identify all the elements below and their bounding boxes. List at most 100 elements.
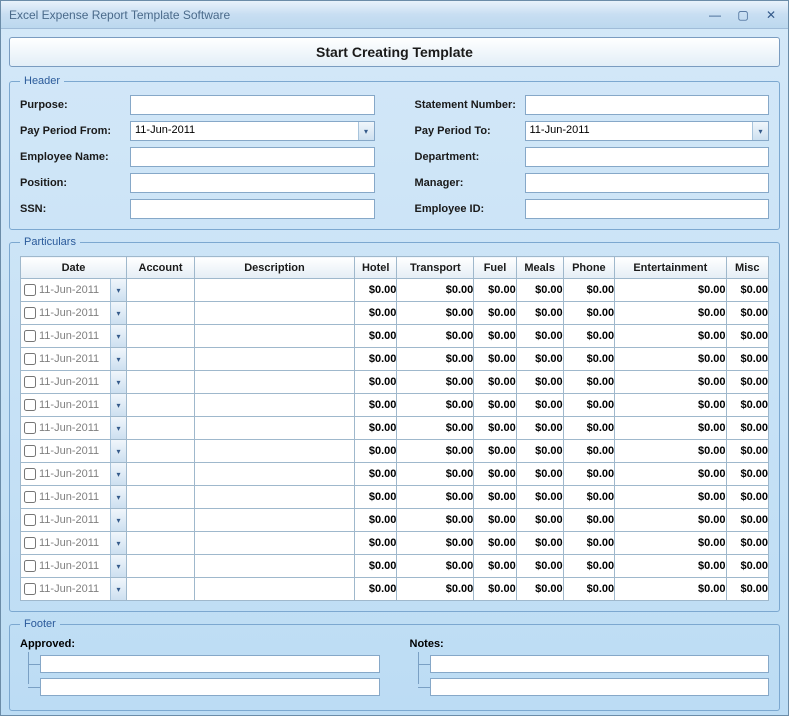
row-checkbox[interactable] [24,491,36,503]
amount-cell[interactable]: $0.00 [726,555,768,578]
row-checkbox[interactable] [24,307,36,319]
amount-cell[interactable]: $0.00 [355,394,397,417]
amount-cell[interactable]: $0.00 [397,578,474,601]
amount-cell[interactable]: $0.00 [474,348,516,371]
amount-cell[interactable]: $0.00 [516,417,563,440]
minimize-icon[interactable]: — [702,7,728,23]
column-header[interactable]: Account [127,257,195,279]
amount-cell[interactable]: $0.00 [563,463,614,486]
amount-cell[interactable]: $0.00 [726,509,768,532]
stmtnum-input[interactable] [525,95,770,115]
amount-cell[interactable]: $0.00 [615,486,726,509]
row-checkbox[interactable] [24,399,36,411]
description-cell[interactable] [195,532,355,555]
date-cell[interactable]: 11-Jun-2011▾ [21,348,126,370]
account-cell[interactable] [127,440,195,463]
description-cell[interactable] [195,463,355,486]
amount-cell[interactable]: $0.00 [726,417,768,440]
amount-cell[interactable]: $0.00 [726,371,768,394]
chevron-down-icon[interactable]: ▾ [110,394,126,416]
date-cell[interactable]: 11-Jun-2011▾ [21,279,126,301]
row-checkbox[interactable] [24,537,36,549]
amount-cell[interactable]: $0.00 [563,325,614,348]
description-cell[interactable] [195,302,355,325]
description-cell[interactable] [195,555,355,578]
amount-cell[interactable]: $0.00 [726,463,768,486]
chevron-down-icon[interactable]: ▾ [110,325,126,347]
amount-cell[interactable]: $0.00 [397,279,474,302]
description-cell[interactable] [195,440,355,463]
notes-input-1[interactable] [430,655,770,673]
date-cell[interactable]: 11-Jun-2011▾ [21,578,126,600]
amount-cell[interactable]: $0.00 [563,578,614,601]
amount-cell[interactable]: $0.00 [355,555,397,578]
column-header[interactable]: Transport [397,257,474,279]
account-cell[interactable] [127,394,195,417]
date-cell[interactable]: 11-Jun-2011▾ [21,555,126,577]
amount-cell[interactable]: $0.00 [615,417,726,440]
dept-input[interactable] [525,147,770,167]
row-checkbox[interactable] [24,284,36,296]
amount-cell[interactable]: $0.00 [516,302,563,325]
amount-cell[interactable]: $0.00 [563,348,614,371]
amount-cell[interactable]: $0.00 [474,555,516,578]
amount-cell[interactable]: $0.00 [516,463,563,486]
amount-cell[interactable]: $0.00 [726,325,768,348]
amount-cell[interactable]: $0.00 [516,578,563,601]
amount-cell[interactable]: $0.00 [726,532,768,555]
description-cell[interactable] [195,279,355,302]
row-checkbox[interactable] [24,353,36,365]
close-icon[interactable]: ✕ [758,7,784,23]
amount-cell[interactable]: $0.00 [726,486,768,509]
chevron-down-icon[interactable]: ▾ [110,371,126,393]
amount-cell[interactable]: $0.00 [355,325,397,348]
amount-cell[interactable]: $0.00 [516,509,563,532]
account-cell[interactable] [127,417,195,440]
row-checkbox[interactable] [24,330,36,342]
amount-cell[interactable]: $0.00 [726,302,768,325]
amount-cell[interactable]: $0.00 [355,279,397,302]
chevron-down-icon[interactable]: ▾ [110,463,126,485]
description-cell[interactable] [195,394,355,417]
chevron-down-icon[interactable]: ▾ [110,279,126,301]
amount-cell[interactable]: $0.00 [355,509,397,532]
account-cell[interactable] [127,486,195,509]
amount-cell[interactable]: $0.00 [397,394,474,417]
approved-input-2[interactable] [40,678,380,696]
row-checkbox[interactable] [24,422,36,434]
amount-cell[interactable]: $0.00 [615,279,726,302]
amount-cell[interactable]: $0.00 [474,302,516,325]
column-header[interactable]: Misc [726,257,768,279]
amount-cell[interactable]: $0.00 [615,463,726,486]
amount-cell[interactable]: $0.00 [615,578,726,601]
account-cell[interactable] [127,578,195,601]
date-cell[interactable]: 11-Jun-2011▾ [21,486,126,508]
chevron-down-icon[interactable]: ▾ [110,302,126,324]
chevron-down-icon[interactable]: ▾ [358,122,374,140]
amount-cell[interactable]: $0.00 [397,440,474,463]
amount-cell[interactable]: $0.00 [615,440,726,463]
amount-cell[interactable]: $0.00 [397,555,474,578]
column-header[interactable]: Entertainment [615,257,726,279]
amount-cell[interactable]: $0.00 [355,463,397,486]
amount-cell[interactable]: $0.00 [516,371,563,394]
chevron-down-icon[interactable]: ▾ [110,348,126,370]
amount-cell[interactable]: $0.00 [474,417,516,440]
account-cell[interactable] [127,463,195,486]
column-header[interactable]: Phone [563,257,614,279]
amount-cell[interactable]: $0.00 [615,394,726,417]
payfrom-combo[interactable]: 11-Jun-2011▾ [130,121,375,141]
amount-cell[interactable]: $0.00 [563,417,614,440]
amount-cell[interactable]: $0.00 [615,555,726,578]
amount-cell[interactable]: $0.00 [355,486,397,509]
date-cell[interactable]: 11-Jun-2011▾ [21,325,126,347]
amount-cell[interactable]: $0.00 [474,440,516,463]
description-cell[interactable] [195,486,355,509]
amount-cell[interactable]: $0.00 [726,578,768,601]
account-cell[interactable] [127,371,195,394]
amount-cell[interactable]: $0.00 [474,279,516,302]
start-creating-button[interactable]: Start Creating Template [9,37,780,67]
approved-input-1[interactable] [40,655,380,673]
account-cell[interactable] [127,509,195,532]
amount-cell[interactable]: $0.00 [355,302,397,325]
